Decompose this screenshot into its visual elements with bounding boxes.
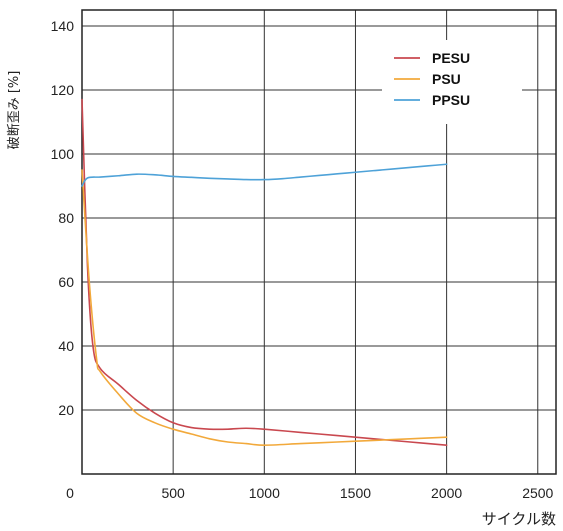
series-layer (81, 98, 448, 446)
legend-label-pesu: PESU (432, 50, 470, 66)
y-tick-label: 140 (51, 18, 75, 34)
x-tick-labels: 0 500 1000 1500 2000 2500 (66, 485, 553, 501)
x-tick-label: 2500 (522, 485, 553, 501)
series-line-ppsu (81, 163, 448, 187)
series-line-pesu (81, 98, 448, 446)
plot-area-frame (81, 9, 557, 475)
legend-label-ppsu: PPSU (432, 92, 470, 108)
legend: PESU PSU PPSU (382, 40, 522, 124)
x-tick-label: 500 (161, 485, 185, 501)
y-tick-labels: 20 40 60 80 100 120 140 (51, 18, 75, 418)
x-tick-label: 2000 (431, 485, 462, 501)
y-axis-label: 破断歪み [%] (7, 71, 22, 150)
y-tick-label: 20 (58, 402, 74, 418)
x-tick-label: 1000 (249, 485, 280, 501)
x-tick-label: 0 (66, 485, 74, 501)
x-axis-label: サイクル数 (482, 510, 556, 528)
y-tick-label: 80 (58, 210, 74, 226)
y-tick-label: 100 (51, 146, 75, 162)
y-tick-label: 40 (58, 338, 74, 354)
x-tick-label: 1500 (340, 485, 371, 501)
y-tick-label: 120 (51, 82, 75, 98)
grid-lines (82, 10, 556, 474)
legend-label-psu: PSU (432, 71, 461, 87)
legend-background (382, 40, 522, 124)
series-line-psu (81, 169, 448, 446)
y-tick-label: 60 (58, 274, 74, 290)
